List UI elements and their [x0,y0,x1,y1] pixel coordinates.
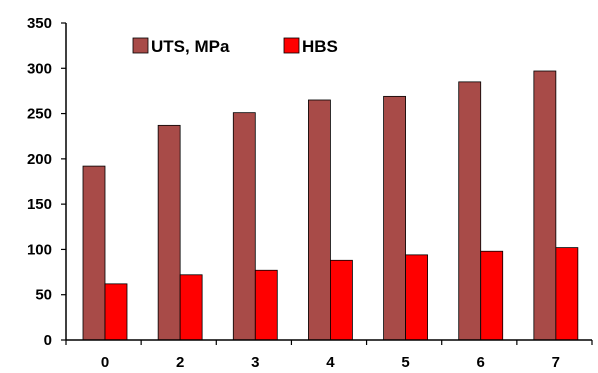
bar [157,124,181,341]
y-tick-label: 300 [27,60,52,77]
y-tick-label: 200 [27,151,52,168]
y-tick-label: 100 [27,241,52,258]
x-tick-label: 2 [176,354,184,371]
x-tick-label: 0 [101,354,109,371]
legend-item: UTS, MPa [132,37,230,56]
legend: UTS, MPa HBS [132,37,338,56]
legend-swatch [283,37,300,54]
x-tick-label: 7 [552,354,560,371]
y-tick-label: 0 [44,332,52,349]
bar [533,70,557,341]
x-tick-label: 5 [401,354,409,371]
x-tick-label: 3 [251,354,259,371]
bar [555,247,579,341]
bar [458,81,482,341]
legend-swatch [132,37,149,54]
legend-label: HBS [302,37,338,56]
bar [232,112,256,341]
bar [254,269,278,341]
bar [82,165,106,341]
bar [383,95,406,341]
x-axis-ticks: 0 2 3 4 5 6 7 [65,340,593,371]
bar [179,274,203,341]
y-tick-label: 250 [27,106,52,123]
legend-item: HBS [283,37,338,56]
bar [308,99,331,341]
series-1 [104,247,579,341]
y-tick-label: 350 [27,15,52,32]
y-tick-label: 150 [27,196,52,213]
bar [480,250,504,341]
x-tick-label: 6 [477,354,485,371]
bar-series-group [82,70,579,341]
bar [330,259,353,341]
bar [104,283,128,341]
x-tick-label: 4 [326,354,335,371]
bar [405,254,428,341]
y-axis-ticks: 0 50 100 150 200 250 300 350 [27,15,66,349]
y-tick-label: 50 [35,287,52,304]
legend-label: UTS, MPa [151,37,230,56]
